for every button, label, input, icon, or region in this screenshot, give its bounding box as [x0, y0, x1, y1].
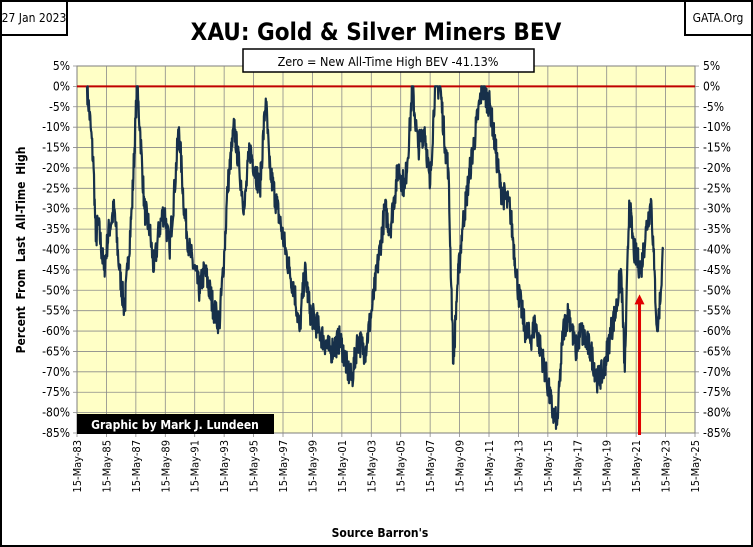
y-tick-label-right: -30% [703, 202, 731, 216]
y-tick-label-left: 5% [53, 59, 70, 73]
y-tick-label-right: -20% [703, 161, 731, 175]
chart-title: XAU: Gold & Silver Miners BEV [191, 18, 562, 46]
y-tick-label-right: -60% [703, 324, 731, 338]
x-tick-label: 15-May-85 [100, 440, 113, 493]
x-tick-label: 15-May-21 [630, 440, 643, 493]
y-tick-label-left: -65% [42, 344, 70, 358]
x-tick-label: 15-May-07 [424, 440, 437, 493]
arrow-head [634, 294, 645, 305]
x-tick-label: 15-May-25 [689, 440, 702, 493]
y-tick-label-left: -45% [42, 263, 70, 277]
x-tick-label: 15-May-87 [130, 440, 143, 493]
x-tick-label: 15-May-13 [512, 440, 525, 493]
y-tick-label-left: -50% [42, 283, 70, 297]
x-tick-label: 15-May-03 [365, 440, 378, 493]
y-tick-label-left: -10% [42, 120, 70, 134]
y-tick-label-left: -25% [42, 181, 70, 195]
y-tick-label-right: -80% [703, 406, 731, 420]
y-tick-label-right: -70% [703, 365, 731, 379]
x-tick-label: 15-May-83 [71, 440, 84, 493]
x-tick-label: 15-May-95 [248, 440, 261, 493]
x-tick-label: 15-May-93 [218, 440, 231, 493]
x-tick-label: 15-May-01 [336, 440, 349, 493]
series-line-xau-bev [85, 85, 665, 430]
y-tick-label-right: -25% [703, 181, 731, 195]
y-tick-label-left: -5% [49, 100, 70, 114]
x-tick-label: 15-May-15 [542, 440, 555, 493]
x-tick-label: 15-May-05 [395, 440, 408, 493]
y-tick-label-right: -65% [703, 344, 731, 358]
y-axis-label: Percent From Last All-Time High [14, 147, 28, 354]
x-tick-label: 15-May-99 [306, 440, 319, 493]
x-tick-label: 15-May-19 [601, 440, 614, 493]
x-tick-labels: 15-May-83 15-May-85 15-May-87 15-May-89 15-M… [71, 440, 702, 493]
y-tick-label-left: -85% [42, 426, 70, 440]
y-tick-labels-left: 5% 0% -5% -10% -15% -20% -25% -30% -35% -40% -45% -… [42, 59, 70, 440]
y-tick-label-left: -35% [42, 222, 70, 236]
y-tick-label-right: 5% [703, 59, 720, 73]
annotation-box [242, 48, 535, 73]
x-axis-label: Source Barron's [332, 526, 429, 540]
y-tick-label-right: -55% [703, 304, 731, 318]
y-tick-label-right: 0% [703, 79, 720, 93]
x-tick-label: 15-May-89 [159, 440, 172, 493]
x-tick-label: 15-May-97 [277, 440, 290, 493]
source-site-box [684, 0, 753, 36]
date-label: 27 Jan 2023 [2, 11, 67, 25]
y-tick-label-right: -75% [703, 385, 731, 399]
y-tick-label-right: -35% [703, 222, 731, 236]
date-box [0, 0, 68, 36]
credit-box [77, 414, 274, 434]
y-tick-label-right: -5% [703, 100, 724, 114]
x-tick-label: 15-May-09 [454, 440, 467, 493]
y-tick-label-left: -60% [42, 324, 70, 338]
red-arrow [634, 294, 645, 435]
x-tick-label: 15-May-91 [189, 440, 202, 493]
y-tick-label-right: -40% [703, 243, 731, 257]
y-tick-label-right: -15% [703, 141, 731, 155]
y-tick-label-left: -70% [42, 365, 70, 379]
y-tick-label-right: -50% [703, 283, 731, 297]
y-tick-label-left: -30% [42, 202, 70, 216]
y-tick-label-left: -40% [42, 243, 70, 257]
y-tick-label-left: -55% [42, 304, 70, 318]
y-tick-label-right: -10% [703, 120, 731, 134]
annotation-text: Zero = New All-Time High BEV -41.13% [278, 54, 499, 69]
y-tick-label-left: -80% [42, 406, 70, 420]
y-tick-label-left: -15% [42, 141, 70, 155]
x-tick-label: 15-May-11 [483, 440, 496, 493]
x-tick-label: 15-May-17 [571, 440, 584, 493]
y-tick-label-left: 0% [53, 79, 70, 93]
y-tick-labels-right: 5% 0% -5% -10% -15% -20% -25% -30% -35% -40% -45% -… [703, 59, 731, 440]
source-site-label: GATA.Org [693, 11, 744, 25]
credit-text: Graphic by Mark J. Lundeen [91, 418, 259, 432]
y-tick-label-left: -75% [42, 385, 70, 399]
y-tick-label-right: -85% [703, 426, 731, 440]
x-tick-label: 15-May-23 [660, 440, 673, 493]
y-tick-label-left: -20% [42, 161, 70, 175]
y-tick-label-right: -45% [703, 263, 731, 277]
